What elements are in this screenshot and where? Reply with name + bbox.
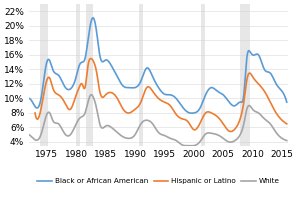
Legend: Black or African American, Hispanic or Latino, White: Black or African American, Hispanic or L… [34, 175, 283, 187]
Bar [40, 4, 48, 146]
Bar [240, 4, 250, 146]
Bar [139, 4, 143, 146]
Bar [85, 4, 93, 146]
Bar [76, 4, 80, 146]
Bar [201, 4, 205, 146]
